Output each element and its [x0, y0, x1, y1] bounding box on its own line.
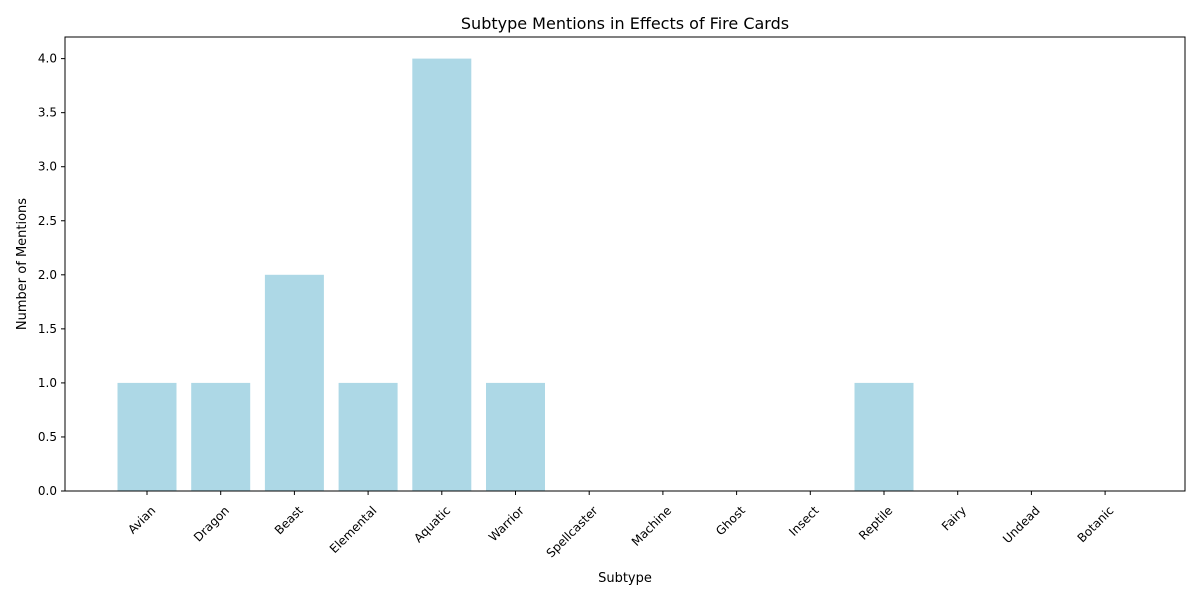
y-tick-label: 3.5 — [38, 106, 57, 120]
y-tick-label: 3.0 — [38, 160, 57, 174]
x-tick-label: Elemental — [327, 503, 380, 556]
plot-frame — [64, 36, 1186, 492]
bar-dragon — [191, 382, 251, 491]
y-tick-label: 0.5 — [38, 430, 57, 444]
bar-warrior — [486, 382, 545, 491]
y-tick-label: 2.0 — [38, 268, 57, 282]
x-tick-label: Spellcaster — [544, 503, 601, 560]
bar-avian — [117, 382, 177, 491]
y-tick-label: 1.5 — [38, 322, 57, 336]
x-axis-label: Subtype — [598, 571, 652, 586]
x-tick-label: Reptile — [856, 503, 895, 542]
x-tick-label: Machine — [629, 503, 674, 548]
x-tick-label: Avian — [125, 503, 158, 536]
y-tick-label: 0.0 — [38, 484, 57, 498]
x-tick-label: Beast — [272, 503, 306, 537]
x-axis-ticks: Avian Dragon Beast Elemental Aquatic Warrior S… — [125, 491, 1116, 560]
x-tick-label: Undead — [1000, 503, 1043, 546]
bar-beast — [264, 274, 324, 491]
x-tick-label: Warrior — [486, 503, 527, 544]
x-tick-label: Aquatic — [411, 503, 453, 545]
chart-title: Subtype Mentions in Effects of Fire Card… — [461, 14, 789, 33]
y-tick-label: 1.0 — [38, 376, 57, 390]
bar-elemental — [338, 382, 398, 491]
bar-reptile — [854, 382, 914, 491]
x-tick-label: Fairy — [939, 503, 969, 533]
bars-layer — [117, 58, 914, 491]
bar-aquatic — [412, 58, 472, 491]
y-axis-label: Number of Mentions — [15, 198, 30, 330]
y-tick-label: 4.0 — [38, 52, 57, 66]
y-axis-ticks: 0.0 0.5 1.0 1.5 2.0 2.5 3.0 3.5 4.0 — [38, 52, 65, 498]
x-tick-label: Ghost — [713, 503, 748, 538]
y-tick-label: 2.5 — [38, 214, 57, 228]
x-tick-label: Botanic — [1075, 503, 1117, 545]
x-tick-label: Dragon — [191, 503, 232, 544]
x-tick-label: Insect — [786, 503, 822, 539]
